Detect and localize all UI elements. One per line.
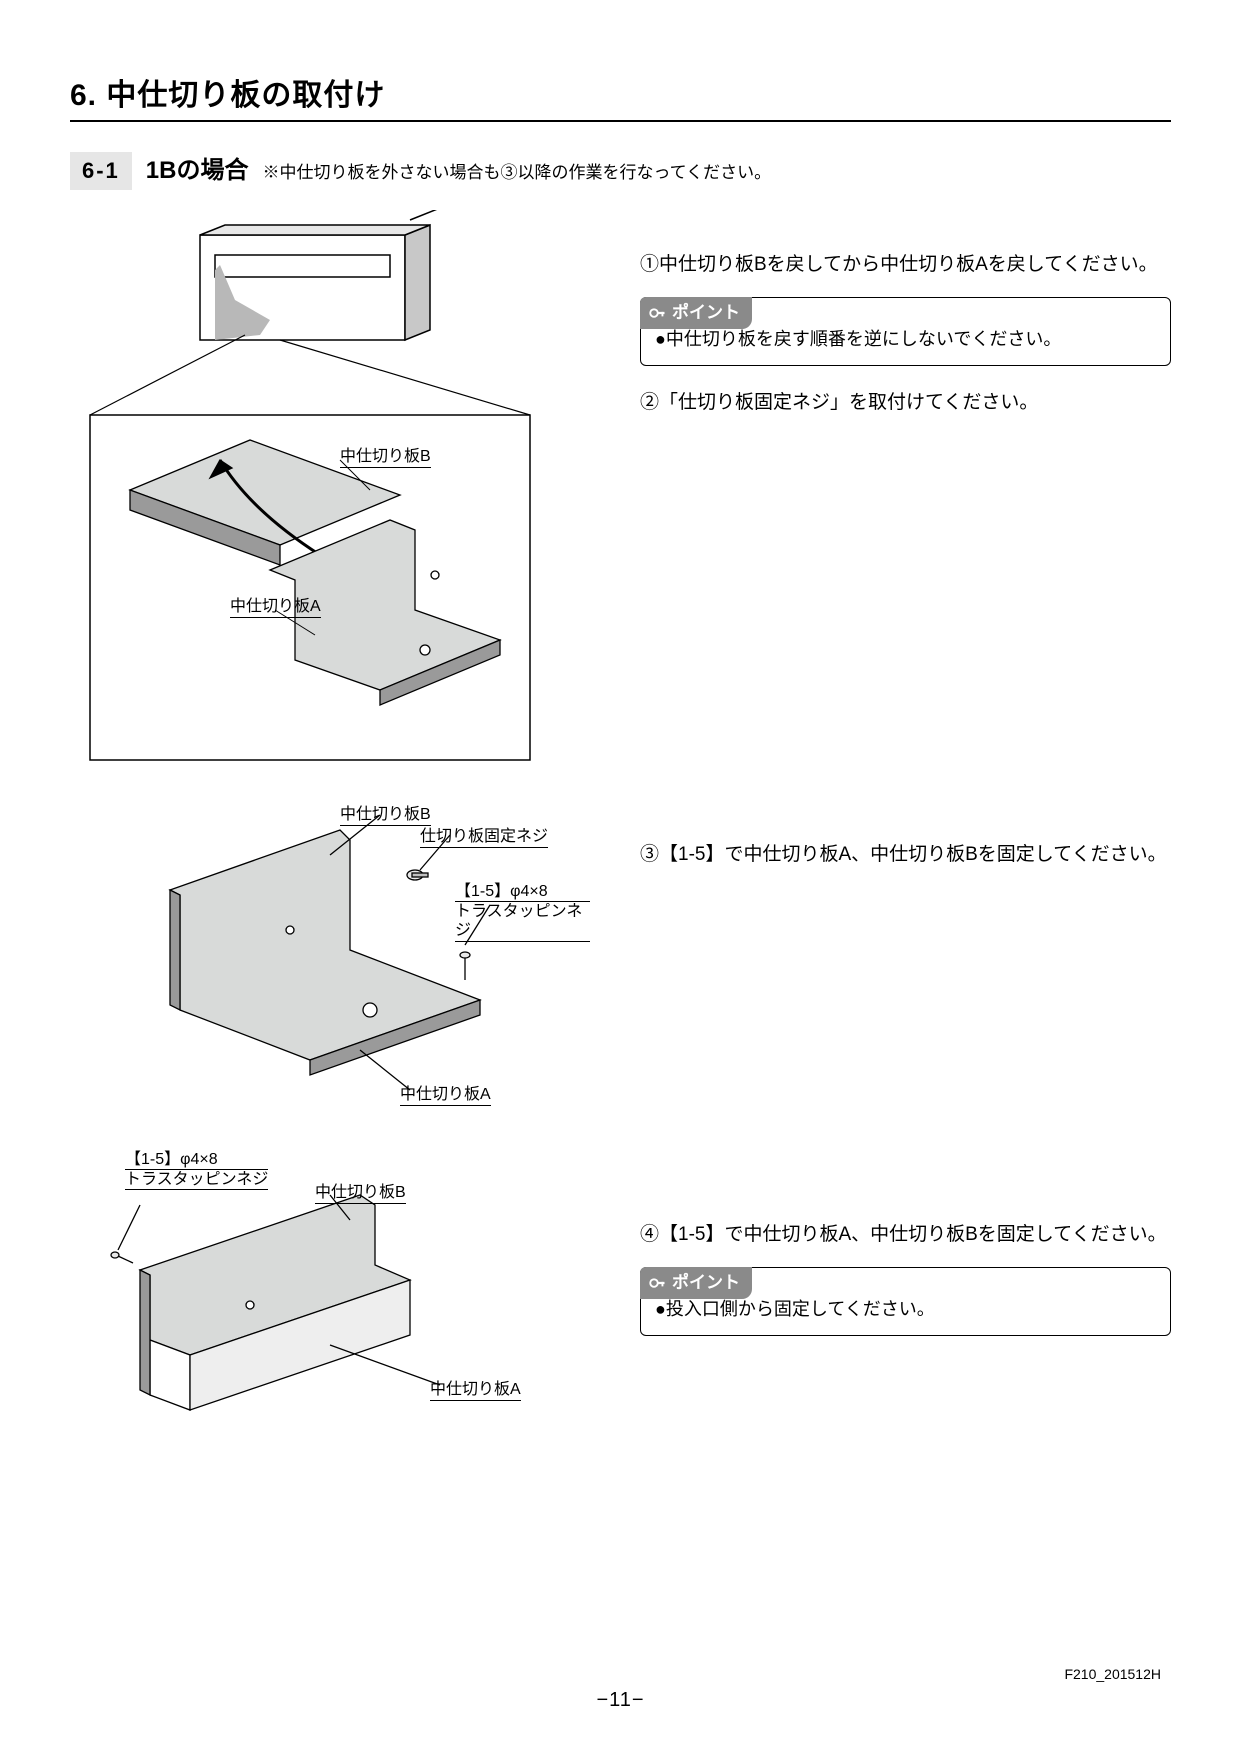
point-tag-label-1: ポイント bbox=[672, 300, 740, 326]
instructions-3: ④【1-5】で中仕切り板A、中仕切り板Bを固定してください。 ポイント ●投入口… bbox=[640, 1150, 1171, 1450]
fig1-label-a: 中仕切り板A bbox=[230, 592, 321, 618]
point-box-2: ポイント ●投入口側から固定してください。 bbox=[640, 1267, 1171, 1336]
subsection-row: 6-1 1Bの場合 ※中仕切り板を外さない場合も③以降の作業を行なってください。 bbox=[70, 150, 1171, 190]
fig2-truss-line2: トラスタッピンネジ bbox=[455, 902, 590, 941]
fig1-label-b: 中仕切り板B bbox=[340, 442, 431, 468]
fig3-label-truss: 【1-5】φ4×8 トラスタッピンネジ bbox=[125, 1150, 268, 1190]
fig3-label-b: 中仕切り板B bbox=[315, 1178, 406, 1204]
content-grid: 中仕切り板B 中仕切り板A ①中仕切り板Bを戻してから中仕切り板Aを戻してくださ… bbox=[70, 210, 1171, 1450]
point-tag-1: ポイント bbox=[640, 297, 752, 329]
step-3: ③【1-5】で中仕切り板A、中仕切り板Bを固定してください。 bbox=[640, 840, 1171, 869]
fig3-label-a: 中仕切り板A bbox=[430, 1375, 521, 1401]
fig2-label-fixscrew: 仕切り板固定ネジ bbox=[420, 822, 548, 848]
subsection-title: 1Bの場合 bbox=[146, 150, 249, 185]
point-tag-label-2: ポイント bbox=[672, 1270, 740, 1296]
fig2-label-b: 中仕切り板B bbox=[340, 800, 431, 826]
page-number: −11− bbox=[0, 1689, 1241, 1712]
subsection-badge: 6-1 bbox=[70, 152, 132, 190]
step-1: ①中仕切り板Bを戻してから中仕切り板Aを戻してください。 bbox=[640, 250, 1171, 279]
key-icon-2 bbox=[648, 1274, 666, 1292]
fig3-truss-line1: 【1-5】φ4×8 bbox=[125, 1150, 268, 1170]
point-text-1: ●中仕切り板を戻す順番を逆にしないでください。 bbox=[655, 329, 1061, 349]
figure-3: 【1-5】φ4×8 トラスタッピンネジ 中仕切り板B 中仕切り板A bbox=[70, 1150, 590, 1450]
document-code: F210_201512H bbox=[1064, 1666, 1161, 1682]
figure-2-svg bbox=[70, 800, 590, 1120]
section-title-row: 6. 中仕切り板の取付け bbox=[70, 70, 1171, 122]
instructions-1: ①中仕切り板Bを戻してから中仕切り板Aを戻してください。 ポイント ●中仕切り板… bbox=[640, 210, 1171, 770]
fig2-label-a: 中仕切り板A bbox=[400, 1080, 491, 1106]
instructions-2: ③【1-5】で中仕切り板A、中仕切り板Bを固定してください。 bbox=[640, 800, 1171, 1120]
figure-1-svg bbox=[70, 210, 590, 770]
point-box-1: ポイント ●中仕切り板を戻す順番を逆にしないでください。 bbox=[640, 297, 1171, 366]
point-text-2: ●投入口側から固定してください。 bbox=[655, 1299, 935, 1319]
fig2-truss-line1: 【1-5】φ4×8 bbox=[455, 882, 590, 902]
key-icon bbox=[648, 304, 666, 322]
section-title: 6. 中仕切り板の取付け bbox=[70, 70, 1171, 114]
figure-1: 中仕切り板B 中仕切り板A bbox=[70, 210, 590, 770]
step-4: ④【1-5】で中仕切り板A、中仕切り板Bを固定してください。 bbox=[640, 1220, 1171, 1249]
fig3-truss-line2: トラスタッピンネジ bbox=[125, 1170, 268, 1190]
step-2: ②「仕切り板固定ネジ」を取付けてください。 bbox=[640, 388, 1171, 417]
point-tag-2: ポイント bbox=[640, 1267, 752, 1299]
subsection-note: ※中仕切り板を外さない場合も③以降の作業を行なってください。 bbox=[262, 158, 771, 183]
fig2-label-truss: 【1-5】φ4×8 トラスタッピンネジ bbox=[455, 882, 590, 942]
figure-2: 中仕切り板B 仕切り板固定ネジ 【1-5】φ4×8 トラスタッピンネジ 中仕切り… bbox=[70, 800, 590, 1120]
